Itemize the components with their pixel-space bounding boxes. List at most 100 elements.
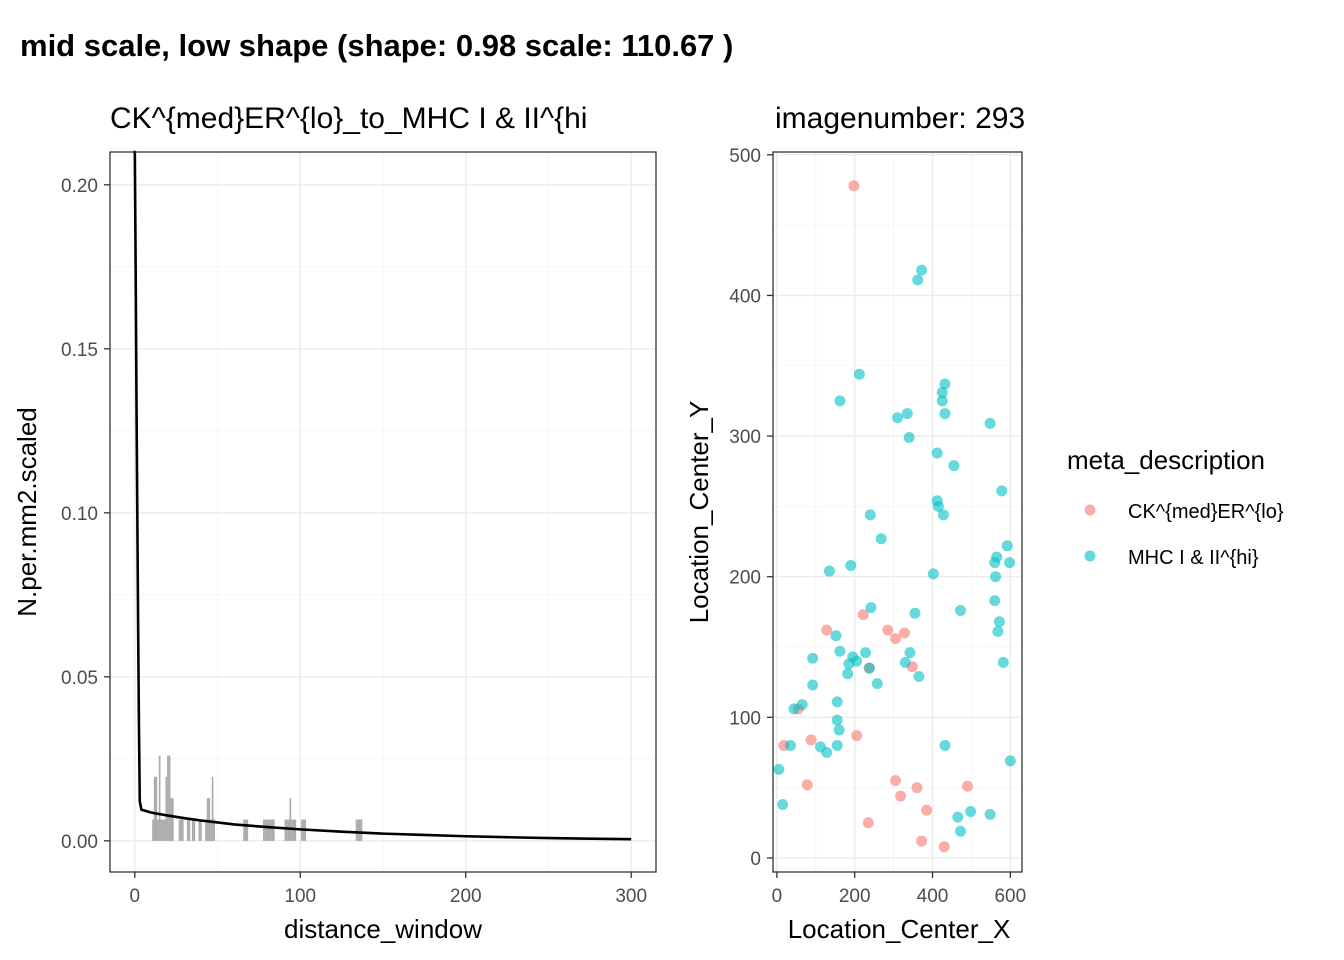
scatter-point-group2 bbox=[842, 668, 854, 680]
histogram-bar bbox=[287, 819, 290, 841]
scatter-point-group2 bbox=[871, 678, 883, 690]
scatter-point-group2 bbox=[831, 714, 843, 726]
scatter-point-group1 bbox=[916, 835, 928, 847]
scatter-point-group2 bbox=[830, 630, 842, 642]
scatter-point-group2 bbox=[863, 662, 875, 674]
histogram-bar bbox=[157, 819, 159, 841]
histogram-bar bbox=[163, 819, 166, 841]
right-gridlines bbox=[773, 152, 1022, 872]
left-x-tick-label: 200 bbox=[450, 886, 482, 907]
histogram-bar bbox=[244, 819, 247, 841]
scatter-point-group2 bbox=[1004, 755, 1016, 767]
right-y-tick-label: 0 bbox=[750, 849, 761, 870]
histogram-bar bbox=[210, 819, 212, 841]
scatter-point-group2 bbox=[796, 699, 808, 711]
histogram-bar bbox=[165, 776, 168, 841]
right-x-tick-label: 200 bbox=[839, 886, 871, 907]
histogram-bar bbox=[180, 819, 182, 841]
scatter-point-group2 bbox=[807, 679, 819, 691]
histogram-bar bbox=[211, 776, 214, 841]
histogram-bar bbox=[213, 819, 216, 841]
scatter-point-group2 bbox=[939, 378, 951, 390]
scatter-point-group2 bbox=[997, 656, 1009, 668]
histogram-bar bbox=[264, 819, 267, 841]
scatter-point-group1 bbox=[882, 624, 894, 636]
left-x-axis-title: distance_window bbox=[284, 914, 482, 944]
scatter-point-group2 bbox=[1004, 557, 1016, 569]
right-y-tick-label: 300 bbox=[729, 427, 761, 448]
scatter-point-group2 bbox=[996, 485, 1008, 497]
right-panel-title: imagenumber: 293 bbox=[775, 102, 1025, 135]
histogram-bar bbox=[178, 819, 181, 841]
legend-label-group1: CK^{med}ER^{lo} bbox=[1128, 501, 1284, 523]
scatter-point-group2 bbox=[864, 509, 876, 521]
scatter-point-group1 bbox=[890, 775, 902, 787]
right-y-tick-label: 100 bbox=[729, 708, 761, 729]
scatter-point-group1 bbox=[895, 790, 907, 802]
right-axis-ticks: 0 200 400 600 0 100 200 300 400 500 bbox=[729, 146, 1026, 907]
scatter-point-group2 bbox=[984, 417, 996, 429]
scatter-point-group1 bbox=[805, 734, 817, 746]
scatter-point-group1 bbox=[801, 779, 813, 791]
right-panel-background bbox=[773, 152, 1022, 872]
histogram-bar bbox=[360, 819, 363, 841]
scatter-point-group2 bbox=[932, 500, 944, 512]
scatter-point-group1 bbox=[857, 609, 869, 621]
legend-key-group2 bbox=[1084, 550, 1096, 562]
histogram-bar bbox=[162, 819, 164, 841]
histogram-bar bbox=[243, 819, 245, 841]
scatter-point-group1 bbox=[851, 730, 863, 742]
left-panel-border bbox=[109, 151, 657, 873]
legend-label-group2: MHC I & II^{hi} bbox=[1128, 547, 1259, 569]
scatter-point-group2 bbox=[927, 568, 939, 580]
left-y-tick-label: 0.10 bbox=[61, 504, 98, 525]
histogram-bar bbox=[272, 819, 275, 841]
right-y-axis-title: Location_Center_Y bbox=[684, 401, 714, 624]
left-x-tick-label: 300 bbox=[615, 886, 647, 907]
scatter-point-group2 bbox=[952, 811, 964, 823]
histogram-bar bbox=[284, 819, 287, 841]
right-x-tick-label: 600 bbox=[994, 886, 1026, 907]
scatter-point-group2 bbox=[931, 447, 943, 459]
histogram-bar bbox=[359, 819, 361, 841]
figure-title: mid scale, low shape (shape: 0.98 scale:… bbox=[20, 28, 733, 63]
scatter-point-group2 bbox=[984, 808, 996, 820]
scatter-point-group2 bbox=[989, 557, 1001, 569]
scatter-point-group2 bbox=[909, 607, 921, 619]
scatter-point-group2 bbox=[845, 559, 857, 571]
scatter-point-group2 bbox=[903, 431, 915, 443]
scatter-point-group2 bbox=[992, 626, 1004, 638]
scatter-point-group2 bbox=[1001, 540, 1013, 552]
distance-histogram-panel: 0 100 200 300 0.00 0.05 0.10 0.15 0.20 CK^{med}E… bbox=[12, 102, 657, 944]
scatter-point-group2 bbox=[834, 395, 846, 407]
scatter-point-group1 bbox=[899, 627, 911, 639]
scatter-point-group2 bbox=[777, 799, 789, 810]
scatter-point-group2 bbox=[821, 746, 833, 758]
scatter-point-group2 bbox=[899, 656, 911, 668]
right-x-axis-title: Location_Center_X bbox=[788, 914, 1011, 944]
left-gridlines bbox=[110, 152, 656, 872]
left-y-axis-title: N.per.mm2.scaled bbox=[12, 407, 42, 617]
histogram-bar bbox=[205, 819, 207, 841]
right-y-tick-label: 200 bbox=[729, 568, 761, 589]
scatter-point-group2 bbox=[990, 571, 1002, 583]
scatter-point-group2 bbox=[823, 565, 835, 577]
histogram-bar bbox=[266, 819, 269, 841]
histogram-bar bbox=[206, 798, 209, 841]
scatter-point-group2 bbox=[833, 724, 845, 736]
scatter-point-group2 bbox=[831, 696, 843, 708]
left-x-tick-label: 100 bbox=[284, 886, 316, 907]
histogram-bar bbox=[208, 798, 211, 841]
histogram-bar bbox=[198, 819, 201, 841]
scatter-point-group2 bbox=[965, 806, 977, 818]
histogram-bar bbox=[289, 798, 292, 841]
histogram-bar bbox=[181, 819, 184, 841]
left-y-tick-label: 0.00 bbox=[61, 832, 98, 853]
histogram-bar bbox=[188, 819, 191, 841]
scatter-point-group1 bbox=[921, 804, 933, 816]
histogram-bar bbox=[268, 819, 270, 841]
histogram-bar bbox=[168, 755, 171, 841]
scatter-point-group2 bbox=[853, 368, 865, 380]
right-x-tick-label: 0 bbox=[772, 886, 783, 907]
histogram-bar bbox=[286, 819, 288, 841]
